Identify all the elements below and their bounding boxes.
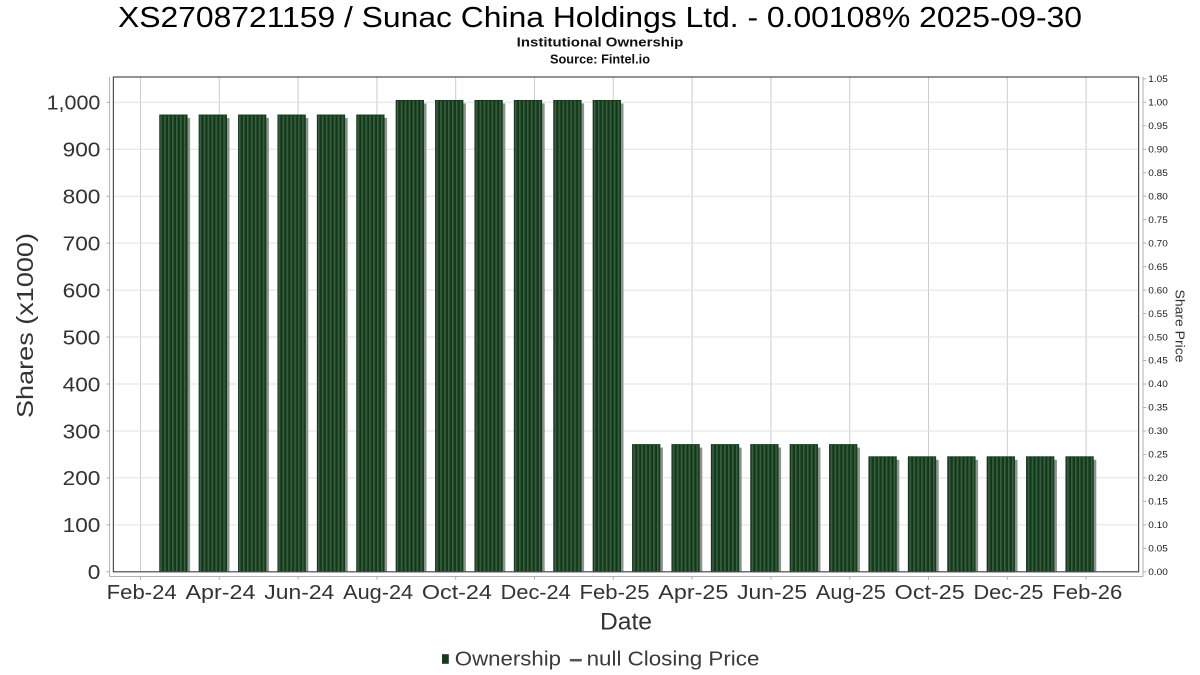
svg-text:Feb-26: Feb-26 <box>1052 582 1122 604</box>
svg-text:0.85: 0.85 <box>1148 168 1168 178</box>
svg-text:0.70: 0.70 <box>1148 238 1168 248</box>
svg-text:800: 800 <box>63 187 101 209</box>
svg-text:0.55: 0.55 <box>1148 309 1168 319</box>
svg-text:0.35: 0.35 <box>1148 403 1168 413</box>
svg-text:Share Price: Share Price <box>1173 290 1187 363</box>
svg-text:Feb-25: Feb-25 <box>580 582 650 604</box>
svg-text:0.25: 0.25 <box>1148 450 1168 460</box>
svg-text:200: 200 <box>63 468 101 490</box>
svg-text:0.10: 0.10 <box>1148 520 1168 530</box>
svg-text:Source: Fintel.io: Source: Fintel.io <box>550 53 650 67</box>
svg-text:0.80: 0.80 <box>1148 191 1168 201</box>
svg-text:0.20: 0.20 <box>1148 473 1168 483</box>
svg-text:100: 100 <box>63 515 101 537</box>
svg-text:Oct-25: Oct-25 <box>895 582 965 604</box>
svg-text:0.65: 0.65 <box>1148 262 1168 272</box>
svg-text:0.15: 0.15 <box>1148 497 1168 507</box>
svg-text:Date: Date <box>600 610 652 636</box>
svg-text:400: 400 <box>63 374 101 396</box>
svg-text:0.75: 0.75 <box>1148 215 1168 225</box>
svg-text:null Closing Price: null Closing Price <box>587 649 760 671</box>
svg-text:Feb-24: Feb-24 <box>107 582 177 604</box>
svg-text:0.50: 0.50 <box>1148 332 1168 342</box>
svg-text:Aug-24: Aug-24 <box>343 582 413 604</box>
svg-text:Oct-24: Oct-24 <box>422 582 492 604</box>
svg-text:Jun-25: Jun-25 <box>737 582 807 604</box>
svg-text:Shares (x1000): Shares (x1000) <box>12 233 38 418</box>
svg-text:600: 600 <box>63 280 101 302</box>
svg-text:0.60: 0.60 <box>1148 285 1168 295</box>
svg-text:1.05: 1.05 <box>1148 74 1168 84</box>
svg-text:0.95: 0.95 <box>1148 121 1168 131</box>
svg-text:XS2708721159 / Sunac China Hol: XS2708721159 / Sunac China Holdings Ltd.… <box>118 1 1082 33</box>
svg-text:700: 700 <box>63 233 101 255</box>
svg-text:1.00: 1.00 <box>1148 98 1168 108</box>
svg-text:0.45: 0.45 <box>1148 356 1168 366</box>
svg-text:0: 0 <box>88 562 101 584</box>
svg-text:Institutional Ownership: Institutional Ownership <box>517 35 684 49</box>
svg-text:0.05: 0.05 <box>1148 544 1168 554</box>
svg-text:Aug-25: Aug-25 <box>816 582 886 604</box>
svg-text:0.00: 0.00 <box>1148 567 1168 577</box>
svg-text:1,000: 1,000 <box>47 93 101 115</box>
svg-text:900: 900 <box>63 140 101 162</box>
svg-text:0.40: 0.40 <box>1148 379 1168 389</box>
svg-text:Apr-25: Apr-25 <box>658 582 728 604</box>
svg-text:Dec-25: Dec-25 <box>974 582 1044 604</box>
svg-text:Apr-24: Apr-24 <box>186 582 256 604</box>
svg-text:Jun-24: Jun-24 <box>264 582 334 604</box>
svg-text:0.90: 0.90 <box>1148 144 1168 154</box>
svg-text:300: 300 <box>63 421 101 443</box>
svg-text:500: 500 <box>63 327 101 349</box>
svg-text:Ownership: Ownership <box>455 649 561 671</box>
svg-text:Dec-24: Dec-24 <box>501 582 571 604</box>
svg-text:0.30: 0.30 <box>1148 426 1168 436</box>
